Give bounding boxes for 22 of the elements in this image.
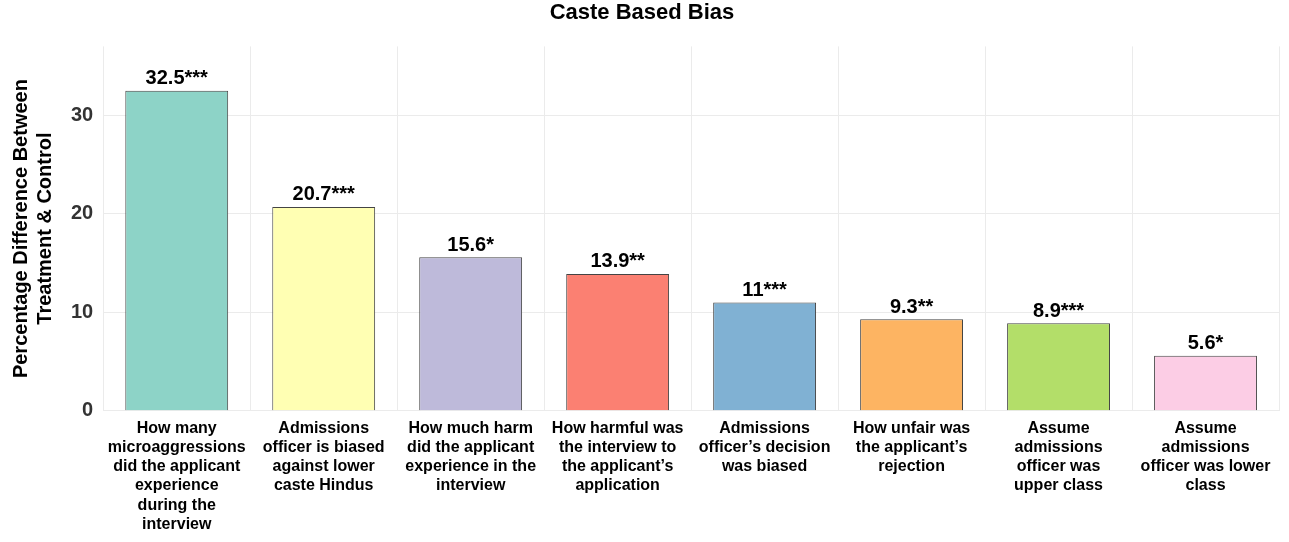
data-label: 8.9*** [1032,298,1085,321]
x-tick-label: Admissions officer’s decision was biased [698,418,831,475]
data-label: 11*** [742,277,788,300]
x-tick-label: Admissions officer is biased against lower caste Hindus [262,418,385,494]
data-label: 5.6* [1187,331,1224,354]
x-tick-label: How many microaggressions did the applicant experience during the interview [107,418,246,532]
data-label: 20.7*** [292,182,356,205]
y-tick-label: 10 [71,299,94,322]
y-tick-label: 0 [82,398,94,421]
y-tick-label: 20 [71,201,94,224]
data-label: 13.9** [590,249,646,272]
data-label: 9.3** [889,294,934,317]
x-tick-label: Assume admissions officer was lower class [1140,418,1271,494]
y-tick-label: 30 [71,102,94,125]
x-tick-label: How unfair was the applicant’s rejection [852,418,971,475]
y-axis-title: Percentage Difference Between Treatment & Control [8,79,55,379]
x-tick-label: How much harm did the applicant experience in the interview [405,418,537,494]
chart-title: Caste Based Bias [549,0,735,25]
data-label: 15.6* [447,232,495,255]
x-tick-label: How harmful was the interview to the applicant’s application [551,418,684,494]
x-tick-label: Assume admissions officer was upper class [1014,418,1104,494]
data-label: 32.5*** [145,66,209,89]
